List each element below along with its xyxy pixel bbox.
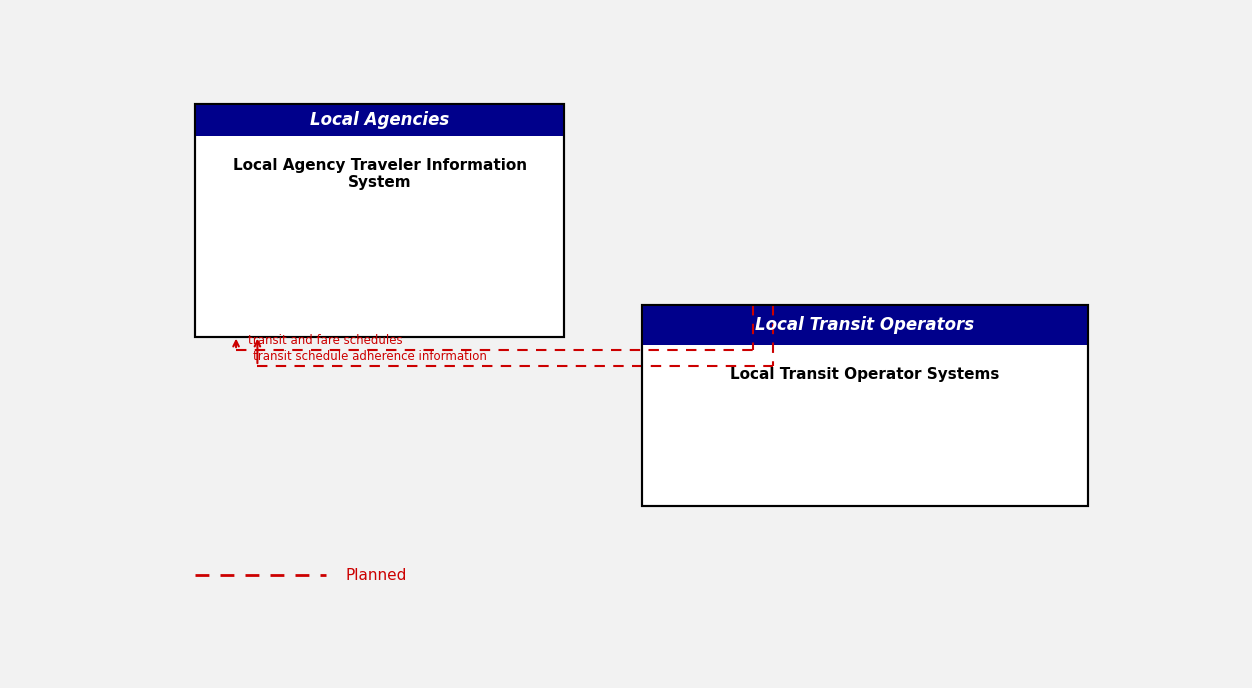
Text: Local Transit Operators: Local Transit Operators: [755, 316, 974, 334]
Text: Local Agencies: Local Agencies: [310, 111, 449, 129]
Bar: [641, 305, 1088, 345]
Bar: [641, 305, 1088, 506]
Text: Planned: Planned: [346, 568, 407, 583]
Text: transit and fare schedules: transit and fare schedules: [248, 334, 402, 347]
Bar: [195, 104, 563, 337]
Bar: [195, 104, 563, 136]
Text: transit schedule adherence information: transit schedule adherence information: [253, 350, 487, 363]
Text: Local Transit Operator Systems: Local Transit Operator Systems: [730, 367, 999, 382]
Bar: [195, 104, 563, 337]
Text: Local Agency Traveler Information
System: Local Agency Traveler Information System: [233, 158, 527, 190]
Bar: [641, 305, 1088, 506]
